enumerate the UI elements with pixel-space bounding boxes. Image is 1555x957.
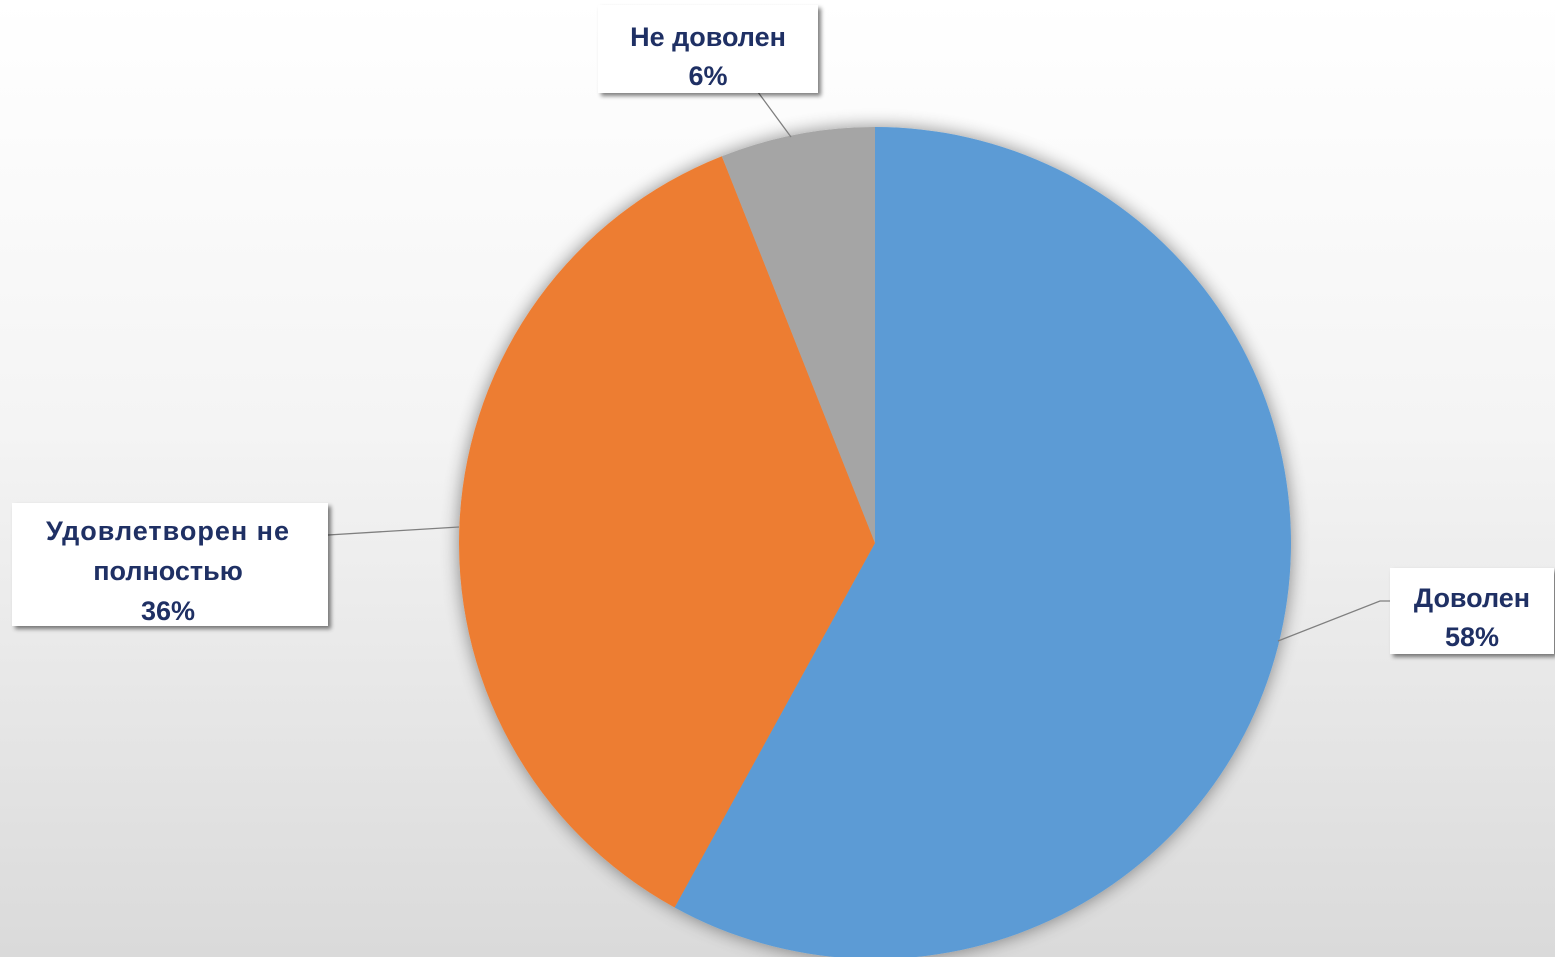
data-label-percent: 58% (1445, 622, 1499, 652)
data-label-percent: 36% (141, 596, 195, 626)
data-label-category: Доволен (1414, 583, 1530, 613)
pie-slice-58 (674, 127, 1291, 957)
pie-slices (458, 127, 1291, 957)
data-label-category: полностью (93, 556, 243, 586)
data-label-box (1390, 568, 1554, 654)
leader-line (1277, 600, 1390, 642)
data-label-category: Удовлетворен не (46, 516, 290, 546)
data-labels: Доволен 58% Удовлетворен не полностью 36% Не … (12, 5, 1554, 654)
data-label-percent: 6% (688, 61, 727, 91)
pie-slice-36 (458, 156, 875, 908)
data-label-box (598, 5, 818, 93)
data-label: Удовлетворен не полностью 36% (12, 503, 328, 626)
data-label-category: Не доволен (630, 22, 786, 52)
pie-slice-6 (721, 127, 875, 543)
data-label-box (12, 503, 328, 626)
leader-line (327, 526, 460, 536)
data-label: Доволен 58% (1390, 568, 1554, 654)
data-label: Не доволен 6% (598, 5, 818, 93)
